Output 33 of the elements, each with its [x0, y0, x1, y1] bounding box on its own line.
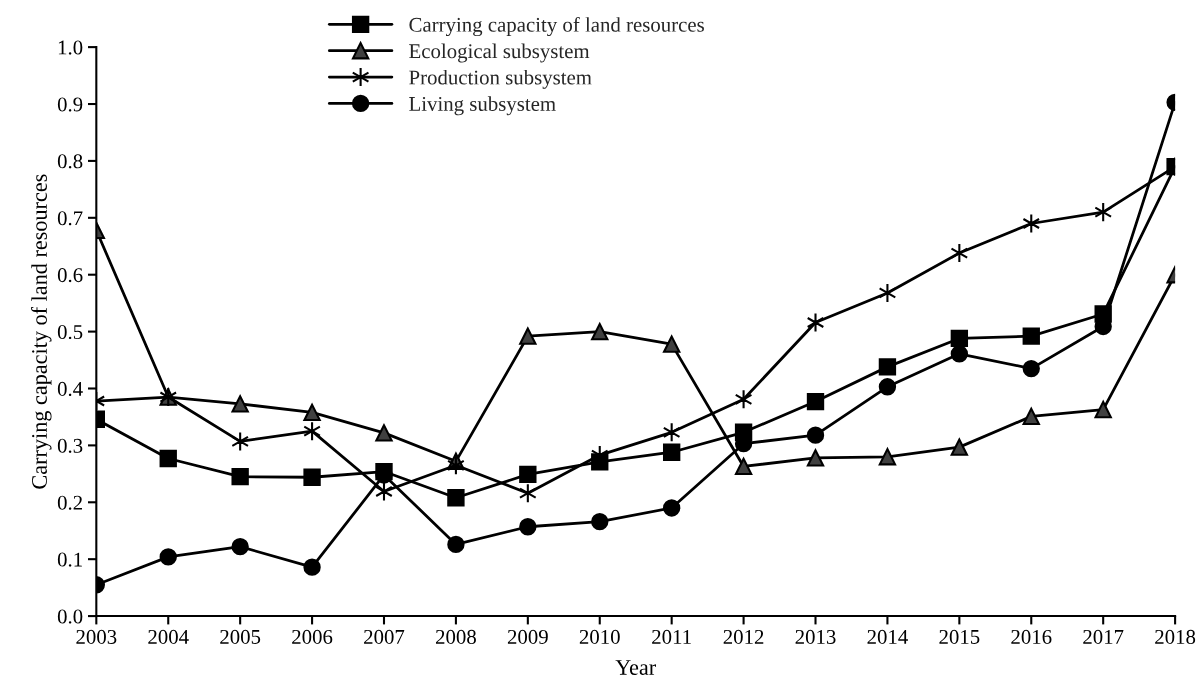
y-axis-title: Carrying capacity of land resources [31, 174, 52, 489]
x-tick-label: 2006 [292, 629, 333, 644]
legend-label: Carrying capacity of land resources [409, 16, 704, 37]
x-tick-label: 2012 [723, 629, 764, 644]
legend-label: Ecological subsystem [409, 43, 590, 63]
y-tick-label: 0.0 [57, 609, 83, 624]
x-tick-label: 2005 [220, 629, 261, 644]
x-tick-label: 2011 [652, 629, 691, 644]
y-tick-label: 0.8 [57, 154, 83, 169]
x-tick-label: 2003 [76, 629, 117, 644]
y-tick-label: 0.3 [57, 438, 83, 453]
y-tick-label: 0.4 [57, 381, 83, 397]
x-tick-label: 2013 [795, 629, 836, 644]
y-tick-label: 0.6 [57, 268, 83, 283]
y-tick-label: 0.7 [57, 211, 83, 226]
x-tick-label: 2009 [507, 629, 548, 644]
x-tick-label: 2018 [1155, 629, 1196, 644]
x-tick-label: 2014 [867, 629, 908, 644]
x-tick-label: 2010 [579, 629, 620, 644]
y-tick-label: 0.9 [57, 97, 83, 112]
legend-label: Living subsystem [409, 96, 556, 116]
y-tick-label: 0.5 [57, 324, 83, 340]
y-tick-label: 0.1 [57, 552, 82, 567]
x-tick-label: 2004 [148, 629, 189, 644]
x-tick-label: 2016 [1011, 629, 1052, 644]
x-tick-label: 2008 [436, 629, 476, 644]
y-tick-label: 0.2 [57, 495, 82, 510]
x-tick-label: 2017 [1083, 629, 1124, 644]
x-tick-label: 2007 [364, 629, 405, 644]
legend-label: Production subsystem [409, 69, 592, 89]
x-axis-title: Year [615, 660, 656, 675]
x-tick-label: 2015 [939, 629, 980, 644]
y-tick-label: 1.0 [58, 40, 83, 55]
